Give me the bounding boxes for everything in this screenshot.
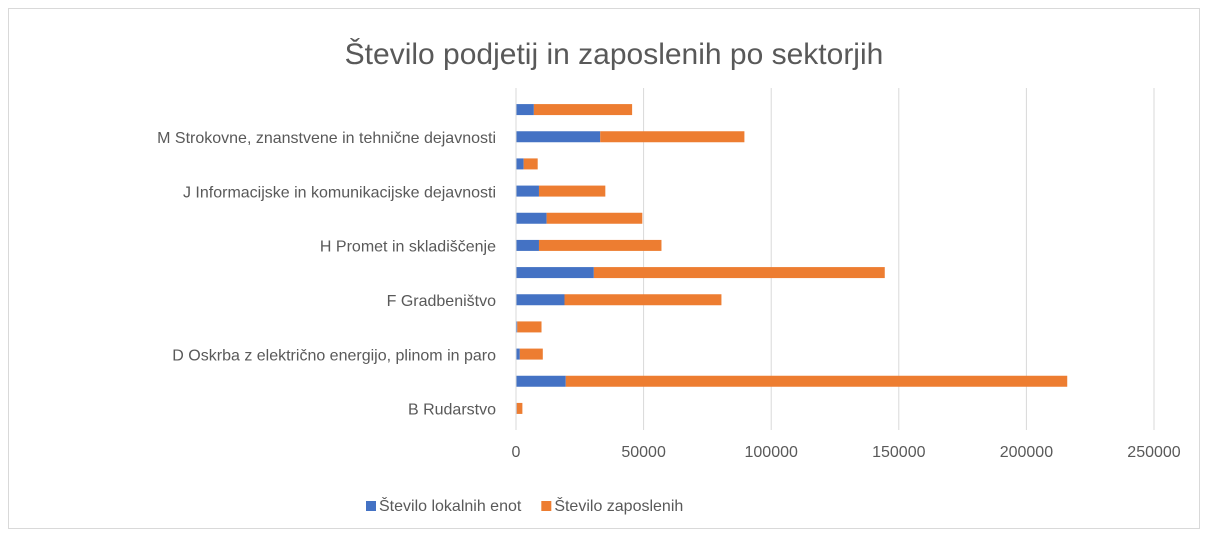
bar-segment (538, 185, 606, 197)
y-tick-label: J Informacijske in komunikacijske dejavn… (183, 184, 496, 201)
bar-segment (516, 348, 520, 360)
bar-segment (516, 402, 523, 414)
x-tick-label: 250000 (1127, 444, 1180, 461)
bar-segment (516, 185, 539, 197)
bar-segment (533, 104, 633, 116)
bar-segment (600, 131, 745, 143)
bar-segment (516, 104, 534, 116)
legend-label: Število zaposlenih (554, 496, 683, 515)
y-tick-label: D Oskrba z električno energijo, plinom i… (172, 347, 496, 364)
bar-segment (516, 212, 547, 224)
x-tick-label: 100000 (745, 444, 798, 461)
bar-segment (546, 212, 643, 224)
bar-segment (523, 158, 538, 170)
bar-segment (538, 239, 662, 251)
bar-segment (564, 294, 722, 306)
bar-segment (516, 294, 565, 306)
legend-swatch (541, 501, 552, 511)
x-tick-label: 0 (512, 444, 521, 461)
bar-segment (565, 375, 1068, 387)
bar-segment (593, 267, 885, 279)
y-tick-label: M Strokovne, znanstvene in tehnične deja… (157, 130, 496, 147)
bar-segment (516, 158, 524, 170)
y-tick-label: B Rudarstvo (408, 402, 496, 419)
bar-segment (519, 348, 543, 360)
y-tick-label: F Gradbeništvo (387, 293, 496, 310)
bar-segment (517, 321, 542, 333)
x-tick-label: 50000 (621, 444, 666, 461)
x-tick-label: 200000 (1000, 444, 1053, 461)
chart-title: Število podjetij in zaposlenih po sektor… (345, 37, 884, 71)
bar-segment (516, 375, 566, 387)
bar-segment (516, 131, 601, 143)
x-tick-label: 150000 (872, 444, 925, 461)
bar-segment (516, 267, 594, 279)
legend-swatch (366, 501, 376, 511)
bar-segment (516, 239, 539, 251)
y-tick-label: H Promet in skladiščenje (320, 239, 496, 256)
bar-segment (516, 321, 518, 333)
legend-label: Število lokalnih enot (379, 496, 522, 515)
